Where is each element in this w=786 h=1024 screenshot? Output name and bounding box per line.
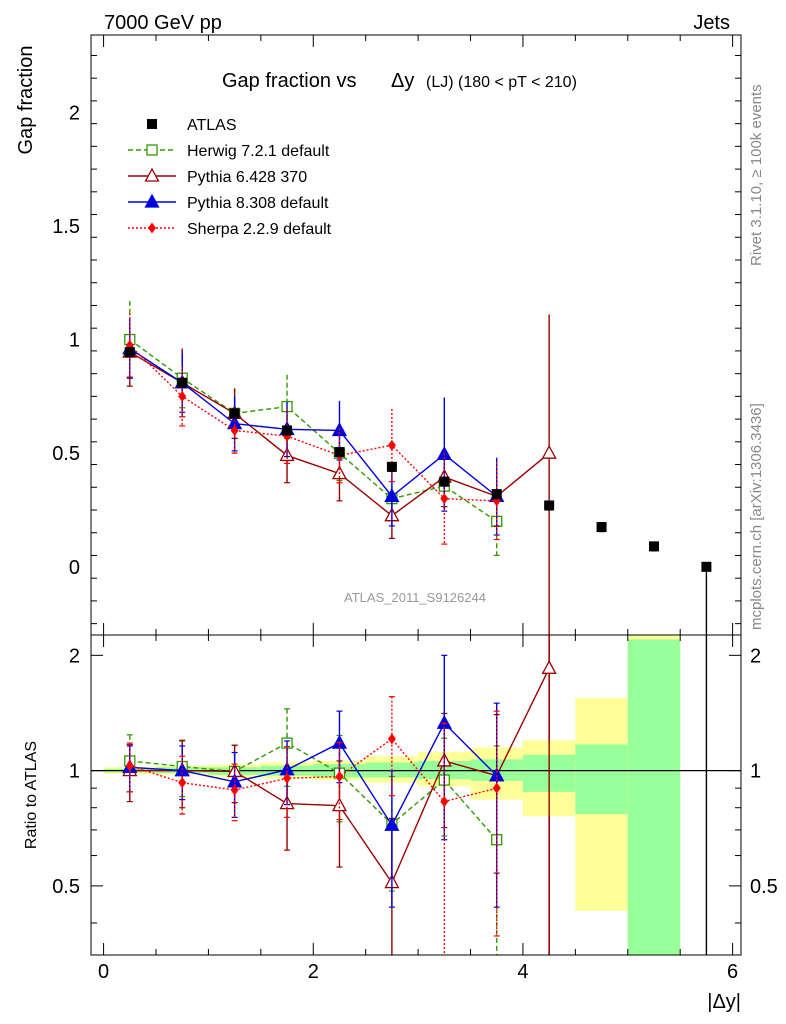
y-tick-label: 1 bbox=[69, 330, 80, 352]
data-point bbox=[335, 771, 344, 783]
uncertainty-band-inner bbox=[627, 639, 681, 955]
data-point bbox=[387, 439, 396, 451]
header-process-label: Jets bbox=[693, 12, 730, 34]
data-point bbox=[230, 784, 239, 796]
legend-entry-atlas: ATLAS bbox=[147, 117, 237, 134]
data-point bbox=[439, 476, 450, 487]
main-panel: 0 0.5 1 1.5 2 ATLAS_2011_S9126244 Gap fracti… bbox=[15, 34, 742, 955]
main-title-tail: (LJ) (180 < pT < 210) bbox=[426, 74, 577, 91]
data-point bbox=[492, 782, 501, 794]
uncertainty-band-inner bbox=[575, 744, 628, 815]
data-point bbox=[440, 493, 449, 505]
y-tick-label-right: 0.5 bbox=[750, 876, 778, 898]
data-point bbox=[125, 760, 134, 772]
data-point bbox=[230, 424, 239, 436]
series-line bbox=[129, 344, 497, 502]
x-tick-label: 6 bbox=[727, 961, 738, 983]
series-line bbox=[129, 742, 498, 841]
legend-entry-sherpa-2-2-9-default: Sherpa 2.2.9 default bbox=[128, 221, 332, 238]
main-title-text: Gap fraction vs bbox=[222, 70, 357, 92]
data-point bbox=[387, 733, 396, 745]
legend-marker bbox=[146, 144, 158, 156]
analysis-watermark: ATLAS_2011_S9126244 bbox=[344, 590, 486, 605]
legend-label: Herwig 7.2.1 default bbox=[187, 143, 330, 160]
y-tick-label: 0 bbox=[69, 557, 80, 579]
data-point bbox=[124, 347, 135, 358]
rivet-version-label: Rivet 3.1.10, ≥ 100k events bbox=[748, 84, 765, 266]
data-point bbox=[282, 425, 293, 436]
data-point bbox=[544, 500, 555, 511]
x-tick-label: 4 bbox=[517, 961, 528, 983]
legend-label: Pythia 8.308 default bbox=[187, 195, 329, 212]
data-point bbox=[384, 487, 400, 503]
main-series-layer bbox=[122, 300, 712, 955]
mcplots-reference-label: mcplots.cern.ch [arXiv:1306.3436] bbox=[748, 403, 765, 630]
x-tick-label: 2 bbox=[308, 961, 319, 983]
ratio-y-axis-label: Ratio to ATLAS bbox=[23, 741, 40, 849]
main-series-atlas bbox=[124, 347, 712, 955]
data-point bbox=[491, 489, 502, 500]
data-point bbox=[178, 390, 187, 402]
y-tick-label: 1 bbox=[69, 761, 80, 783]
data-point bbox=[384, 816, 400, 831]
data-point bbox=[596, 522, 607, 533]
legend-entry-herwig-7-2-1-default: Herwig 7.2.1 default bbox=[128, 143, 330, 160]
y-tick-label: 1.5 bbox=[52, 216, 80, 238]
y-tick-label: 2 bbox=[69, 102, 80, 124]
data-point bbox=[541, 659, 557, 674]
legend-marker bbox=[147, 119, 157, 129]
data-point bbox=[701, 561, 712, 572]
legend-marker bbox=[144, 193, 160, 208]
y-tick-label: 2 bbox=[69, 645, 80, 667]
data-point bbox=[283, 772, 292, 784]
x-axis-label: |Δy| bbox=[707, 991, 741, 1013]
data-point bbox=[440, 796, 449, 808]
series-line bbox=[129, 722, 498, 827]
data-point bbox=[178, 777, 187, 789]
data-point bbox=[386, 461, 397, 472]
y-tick-label-right: 2 bbox=[750, 645, 761, 667]
ratio-series-sherpa-2-2-9-default bbox=[125, 696, 501, 955]
series-line bbox=[129, 348, 498, 498]
data-point bbox=[648, 541, 659, 552]
main-title-symbol: Δy bbox=[391, 70, 414, 92]
main-ticks: 0 0.5 1 1.5 2 bbox=[52, 35, 741, 635]
x-tick-label: 0 bbox=[98, 961, 109, 983]
data-point bbox=[229, 408, 240, 419]
ratio-frame bbox=[90, 634, 742, 956]
y-tick-label: 0.5 bbox=[52, 443, 80, 465]
ratio-panel: 0.5 0.5 1 1 2 2 0 2 4 6 Ratio to ATLAS |Δy| bbox=[23, 634, 778, 1013]
legend-entry-pythia-8-308-default: Pythia 8.308 default bbox=[128, 193, 329, 212]
legend-marker bbox=[144, 167, 160, 182]
data-point bbox=[541, 444, 557, 459]
legend-label: Sherpa 2.2.9 default bbox=[187, 221, 332, 238]
ratio-series-layer bbox=[122, 635, 557, 955]
data-point bbox=[334, 447, 345, 458]
y-tick-label-right: 1 bbox=[750, 761, 761, 783]
header-energy-label: 7000 GeV pp bbox=[104, 12, 222, 34]
legend-entry-pythia-6-428-370: Pythia 6.428 370 bbox=[128, 167, 307, 186]
legend-label: ATLAS bbox=[187, 117, 237, 134]
data-point bbox=[177, 377, 188, 388]
main-y-axis-label: Gap fraction bbox=[15, 46, 37, 155]
legend-label: Pythia 6.428 370 bbox=[187, 169, 307, 186]
legend: ATLAS Herwig 7.2.1 default Pythia 6.428 37… bbox=[128, 117, 332, 238]
ratio-ticks: 0.5 0.5 1 1 2 2 0 2 4 6 bbox=[52, 635, 778, 983]
main-title: Gap fraction vs Δy (LJ) (180 < pT < 210) bbox=[222, 70, 577, 92]
legend-marker bbox=[148, 222, 156, 234]
y-tick-label: 0.5 bbox=[52, 876, 80, 898]
